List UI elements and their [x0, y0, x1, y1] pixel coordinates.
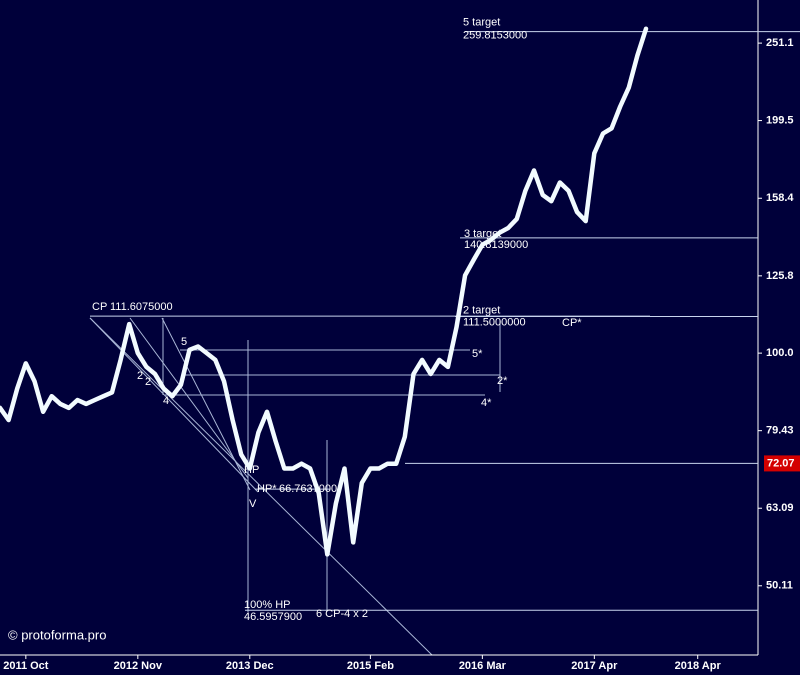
- y-tick-label: 100.0: [766, 347, 794, 359]
- x-tick-label: 2012 Nov: [114, 660, 163, 672]
- price-tag: [764, 455, 800, 472]
- level-label: 259.8153000: [463, 30, 527, 42]
- y-tick-label: 158.4: [766, 192, 794, 204]
- trend-line: [129, 317, 249, 479]
- level-label: 66.7637000: [279, 483, 337, 495]
- level-name: 5 target: [463, 17, 500, 29]
- trend-line: [89, 317, 259, 493]
- annotation: 5: [181, 336, 187, 348]
- level-label: 111.5000000: [463, 316, 526, 328]
- x-tick-label: 2013 Dec: [226, 660, 274, 672]
- level-name: 2 target: [463, 304, 500, 316]
- y-tick-label: 251.1: [766, 37, 794, 49]
- y-tick-label: 63.09: [766, 502, 794, 514]
- y-tick-label: 199.5: [766, 114, 794, 126]
- y-tick-label: 125.8: [766, 270, 794, 282]
- annotation: V: [249, 498, 257, 510]
- y-tick-label: 79.43: [766, 425, 794, 437]
- level-name: CP: [92, 301, 107, 313]
- annotation: 2*: [497, 375, 508, 387]
- y-tick-label: 50.11: [766, 580, 793, 592]
- level-label: 140.8139000: [464, 239, 528, 251]
- watermark: © protoforma.pro: [8, 627, 106, 642]
- x-tick-label: 2018 Apr: [675, 660, 722, 672]
- level-label: 111.6075000: [110, 301, 173, 313]
- annotation: 2: [145, 376, 151, 388]
- x-tick-label: 2011 Oct: [3, 660, 49, 672]
- x-tick-label: 2016 Mar: [459, 660, 507, 672]
- price-tag-label: 72.07: [767, 457, 795, 469]
- x-tick-label: 2017 Apr: [571, 660, 618, 672]
- x-tick-label: 2015 Feb: [347, 660, 394, 672]
- annotation: 6 CP-4 x 2: [316, 608, 368, 620]
- annotation: 5*: [472, 348, 483, 360]
- level-label: 46.5957900: [244, 611, 302, 623]
- annotation: 2: [137, 370, 143, 382]
- annotation: 4*: [481, 397, 492, 409]
- level-name: 100% HP: [244, 599, 290, 611]
- annotation: 4: [163, 395, 169, 407]
- trend-line: [89, 317, 433, 656]
- price-line-series: [0, 26, 649, 557]
- trend-guides: [89, 317, 501, 656]
- level-name: HP*: [257, 483, 277, 495]
- annotation: CP*: [562, 317, 582, 329]
